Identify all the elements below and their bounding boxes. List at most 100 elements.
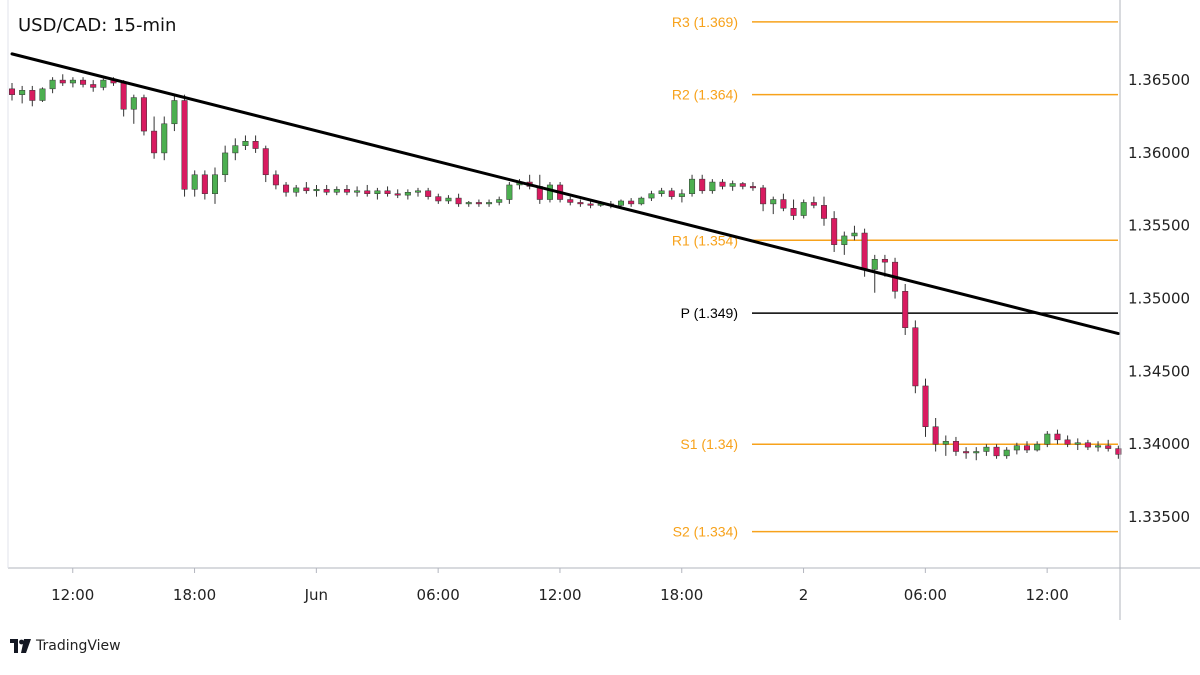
- candle-46: [475, 199, 482, 207]
- x-tick-label-7: 06:00: [904, 586, 947, 604]
- tradingview-brand[interactable]: TradingView: [10, 638, 121, 654]
- candle-49: [506, 182, 513, 204]
- candle-105: [1074, 438, 1081, 451]
- candle-body: [100, 79, 107, 88]
- candle-body: [384, 190, 391, 194]
- trendline-layer: [10, 52, 1120, 336]
- candle-body: [486, 202, 493, 205]
- candle-97: [993, 444, 1000, 459]
- candle-73: [749, 182, 756, 191]
- candle-62: [638, 196, 645, 206]
- candle-body: [861, 232, 868, 270]
- candle-37: [384, 186, 391, 197]
- candle-body: [161, 123, 168, 154]
- candle-66: [678, 189, 685, 203]
- candle-body: [9, 88, 15, 95]
- level-label-5: S2 (1.334): [673, 524, 738, 540]
- candle-body: [475, 202, 482, 205]
- candle-82: [841, 231, 848, 255]
- candle-body: [831, 218, 838, 245]
- candle-body: [171, 100, 178, 125]
- x-tick-label-1: 18:00: [173, 586, 216, 604]
- candle-28: [293, 184, 300, 197]
- candle-body: [242, 141, 249, 146]
- candle-body: [1105, 445, 1112, 449]
- candle-body: [1074, 442, 1081, 445]
- y-tick-label-6: 1.33500: [1128, 508, 1190, 526]
- candle-body: [49, 79, 56, 90]
- candle-body: [1064, 439, 1071, 445]
- candle-body: [952, 441, 959, 452]
- candle-32: [333, 186, 340, 196]
- x-tick-label-8: 12:00: [1026, 586, 1069, 604]
- candle-body: [445, 197, 452, 202]
- candle-body: [689, 178, 696, 194]
- candle-body: [912, 327, 919, 387]
- descending-trendline: [10, 52, 1120, 336]
- candle-body: [425, 190, 432, 197]
- y-axis-labels: 1.36500 1.36000 1.35500 1.35000 1.34500 1.340…: [1128, 71, 1190, 526]
- candle-body: [1044, 433, 1051, 445]
- level-label-4: S1 (1.34): [680, 436, 738, 452]
- candle-body: [699, 178, 706, 192]
- candle-body: [343, 189, 350, 193]
- candle-92: [942, 435, 949, 456]
- candle-body: [983, 446, 990, 452]
- candle-71: [729, 180, 736, 191]
- candle-body: [222, 152, 229, 176]
- candle-body: [313, 189, 320, 192]
- candle-body: [638, 197, 645, 205]
- candle-body: [506, 184, 513, 200]
- candle-21: [222, 145, 229, 183]
- candle-body: [902, 291, 909, 328]
- candle-98: [1003, 447, 1010, 459]
- candle-18: [191, 170, 198, 197]
- candle-108: [1105, 439, 1112, 452]
- candle-20: [212, 167, 218, 204]
- candle-33: [343, 184, 350, 196]
- candle-70: [719, 179, 726, 190]
- candle-body: [932, 426, 939, 445]
- candle-36: [374, 187, 381, 200]
- y-tick-label-5: 1.34000: [1128, 435, 1190, 453]
- candle-body: [333, 189, 340, 193]
- candle-24: [252, 135, 259, 153]
- candle-body: [19, 90, 26, 95]
- candle-39: [404, 189, 411, 200]
- candle-body: [719, 181, 726, 187]
- candle-27: [283, 182, 290, 197]
- candle-body: [628, 200, 635, 205]
- candle-44: [455, 193, 462, 207]
- candle-body: [394, 193, 401, 196]
- candle-2: [29, 85, 36, 107]
- y-tick-label-3: 1.35000: [1128, 290, 1190, 308]
- candle-body: [618, 200, 624, 206]
- candle-104: [1064, 435, 1071, 448]
- x-tick-label-3: 06:00: [417, 586, 460, 604]
- x-axis-labels: 12:00 18:00 Jun 06:00 12:00 18:00 2 06:00 12:00: [51, 568, 1069, 604]
- y-tick-label-4: 1.34500: [1128, 362, 1190, 380]
- candle-body: [272, 174, 279, 186]
- candle-body: [293, 187, 300, 193]
- candle-body: [790, 208, 797, 216]
- candle-body: [993, 446, 1000, 457]
- candle-48: [496, 196, 503, 206]
- candle-body: [120, 82, 127, 110]
- candle-106: [1084, 439, 1091, 451]
- candle-body: [465, 202, 472, 205]
- candle-14: [151, 116, 158, 159]
- candle-body: [151, 130, 158, 154]
- candle-8: [90, 80, 97, 92]
- candle-93: [952, 436, 959, 456]
- candle-81: [831, 211, 838, 252]
- chart-title: USD/CAD: 15-min: [18, 15, 176, 36]
- candle-body: [871, 258, 878, 270]
- candle-88: [902, 284, 909, 335]
- candle-61: [628, 198, 635, 207]
- candle-body: [648, 193, 655, 199]
- candle-body: [232, 145, 239, 154]
- candle-body: [587, 203, 594, 206]
- candle-body: [749, 186, 756, 189]
- candle-16: [171, 94, 178, 132]
